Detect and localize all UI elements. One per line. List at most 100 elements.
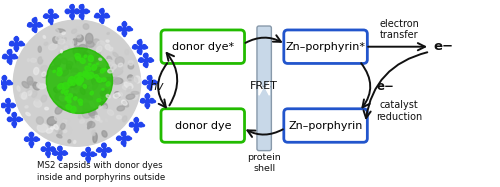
Circle shape [29,132,34,137]
Ellipse shape [26,91,32,95]
Ellipse shape [58,84,64,89]
Ellipse shape [77,61,84,70]
Circle shape [46,142,50,147]
Ellipse shape [98,59,103,65]
Text: Zn–porphyrin*: Zn–porphyrin* [286,42,366,52]
Circle shape [12,122,16,126]
Ellipse shape [34,100,42,107]
Circle shape [32,18,37,23]
Ellipse shape [95,46,104,55]
Circle shape [75,9,80,14]
Circle shape [8,117,12,122]
Ellipse shape [27,77,33,85]
Ellipse shape [114,78,123,84]
Ellipse shape [105,119,108,122]
Ellipse shape [32,91,37,97]
Ellipse shape [92,45,96,51]
Ellipse shape [124,82,133,88]
Text: e−: e− [433,40,453,53]
Circle shape [134,118,138,122]
Ellipse shape [42,72,46,76]
Ellipse shape [107,76,111,81]
Ellipse shape [107,56,112,61]
Ellipse shape [100,92,105,96]
Ellipse shape [76,35,84,42]
Text: FRET: FRET [250,81,278,91]
Ellipse shape [100,89,108,94]
Ellipse shape [62,32,66,35]
Ellipse shape [72,75,76,85]
Circle shape [130,122,134,127]
Ellipse shape [83,103,92,111]
Ellipse shape [92,73,100,84]
Circle shape [106,148,110,152]
Circle shape [8,50,12,54]
Ellipse shape [80,88,85,95]
Ellipse shape [76,58,85,66]
Ellipse shape [88,121,92,129]
Ellipse shape [59,51,63,56]
Ellipse shape [58,68,62,71]
Ellipse shape [86,74,90,79]
Ellipse shape [46,128,52,133]
Ellipse shape [106,65,113,71]
Ellipse shape [75,53,80,58]
Ellipse shape [79,80,81,82]
Ellipse shape [88,63,91,65]
Ellipse shape [78,77,84,82]
Circle shape [138,122,143,127]
Ellipse shape [66,70,70,79]
Circle shape [29,141,34,146]
Circle shape [50,147,55,151]
Ellipse shape [52,37,59,43]
Ellipse shape [76,79,80,89]
Ellipse shape [96,63,98,65]
Ellipse shape [107,33,110,34]
Ellipse shape [58,82,66,92]
Circle shape [126,136,130,140]
Ellipse shape [37,83,42,88]
Ellipse shape [122,116,127,122]
Ellipse shape [64,119,67,123]
Ellipse shape [102,88,104,90]
Ellipse shape [76,100,82,105]
Ellipse shape [78,74,80,76]
FancyBboxPatch shape [284,30,368,63]
Ellipse shape [50,66,59,70]
Ellipse shape [93,39,100,45]
Circle shape [86,157,90,161]
Ellipse shape [54,125,58,130]
Ellipse shape [92,80,98,90]
Circle shape [122,132,126,136]
Ellipse shape [44,107,48,110]
Ellipse shape [94,75,99,79]
Ellipse shape [130,92,138,100]
Ellipse shape [132,91,139,94]
Ellipse shape [85,66,90,71]
Ellipse shape [55,106,62,114]
Ellipse shape [62,70,69,76]
Ellipse shape [92,130,96,134]
Circle shape [145,94,150,99]
Ellipse shape [38,124,48,132]
Ellipse shape [112,120,116,124]
Ellipse shape [101,94,105,98]
Ellipse shape [22,82,29,88]
Ellipse shape [68,77,74,83]
Ellipse shape [84,55,86,58]
Text: hv: hv [150,80,164,93]
Ellipse shape [62,90,64,93]
Ellipse shape [69,80,76,87]
Ellipse shape [41,66,48,73]
Ellipse shape [72,80,82,87]
Ellipse shape [102,131,107,137]
Ellipse shape [103,68,106,71]
Circle shape [138,40,142,45]
Ellipse shape [127,78,132,82]
Ellipse shape [42,72,48,78]
Ellipse shape [58,93,61,97]
Ellipse shape [76,34,81,38]
Ellipse shape [80,83,87,92]
Ellipse shape [50,127,54,129]
Ellipse shape [54,109,57,116]
